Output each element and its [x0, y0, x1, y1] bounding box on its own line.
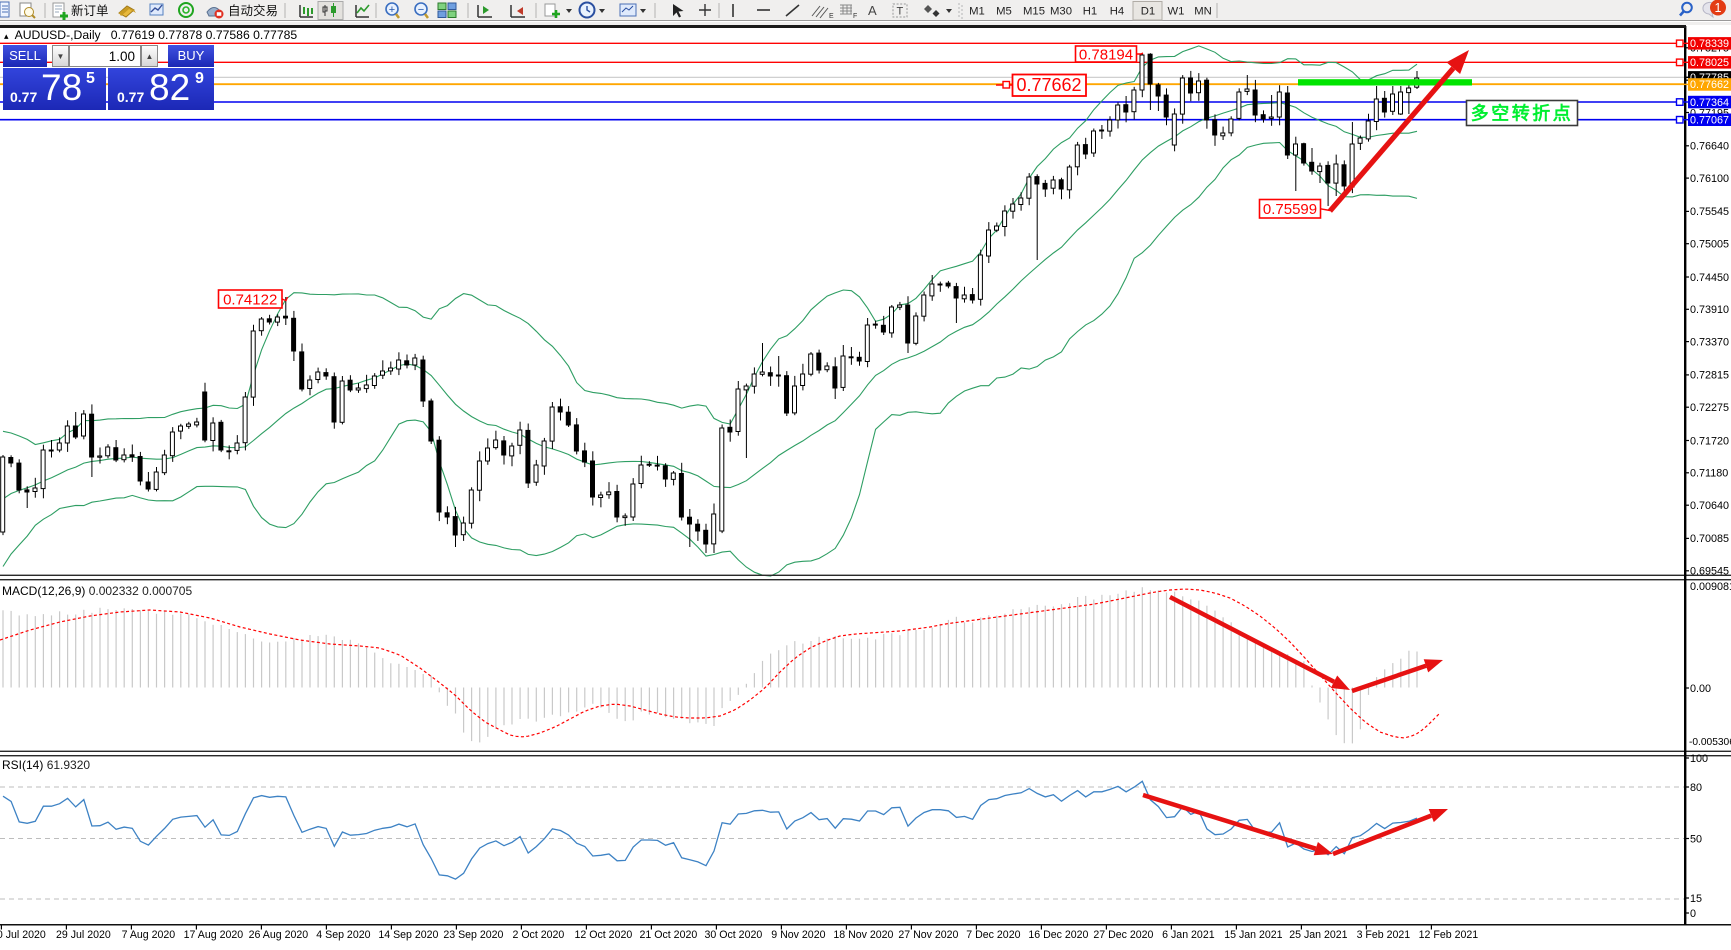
svg-text:12 Feb 2021: 12 Feb 2021: [1419, 929, 1479, 941]
svg-text:0.00: 0.00: [1690, 683, 1711, 695]
svg-text:0.77067: 0.77067: [1690, 115, 1729, 127]
svg-text:27 Nov 2020: 27 Nov 2020: [898, 929, 958, 941]
svg-text:100: 100: [1690, 753, 1708, 765]
svg-text:0.73910: 0.73910: [1690, 304, 1729, 316]
svg-text:16 Dec 2020: 16 Dec 2020: [1028, 929, 1088, 941]
svg-text:新订单: 新订单: [71, 3, 109, 18]
svg-text:-0.005306: -0.005306: [1689, 737, 1731, 748]
svg-text:F: F: [853, 13, 857, 20]
svg-text:0.77662: 0.77662: [1016, 75, 1081, 95]
svg-text:4 Sep 2020: 4 Sep 2020: [316, 929, 370, 941]
svg-text:3 Feb 2021: 3 Feb 2021: [1357, 929, 1411, 941]
svg-text:A: A: [868, 3, 877, 18]
svg-text:0.71720: 0.71720: [1690, 435, 1729, 447]
svg-text:18 Nov 2020: 18 Nov 2020: [833, 929, 893, 941]
svg-text:27 Dec 2020: 27 Dec 2020: [1093, 929, 1153, 941]
svg-text:0.78194: 0.78194: [1079, 46, 1133, 63]
svg-text:D1: D1: [1141, 6, 1155, 18]
svg-text:30 Oct 2020: 30 Oct 2020: [705, 929, 763, 941]
svg-text:9 Nov 2020: 9 Nov 2020: [771, 929, 825, 941]
svg-text:0.74450: 0.74450: [1690, 272, 1729, 284]
svg-text:0.72815: 0.72815: [1690, 370, 1729, 382]
svg-text:M15: M15: [1023, 6, 1045, 18]
svg-text:0.77662: 0.77662: [1690, 79, 1729, 91]
svg-text:80: 80: [1690, 782, 1702, 794]
svg-text:26 Aug 2020: 26 Aug 2020: [249, 929, 309, 941]
svg-text:MN: MN: [1194, 6, 1212, 18]
svg-text:0.70640: 0.70640: [1690, 500, 1729, 512]
svg-text:0.78025: 0.78025: [1690, 57, 1729, 69]
svg-text:6 Jan 2021: 6 Jan 2021: [1162, 929, 1215, 941]
svg-text:M1: M1: [969, 6, 985, 18]
svg-text:25 Jan 2021: 25 Jan 2021: [1289, 929, 1347, 941]
svg-text:0.76640: 0.76640: [1690, 141, 1729, 153]
svg-text:2 Oct 2020: 2 Oct 2020: [512, 929, 564, 941]
svg-text:0.75599: 0.75599: [1263, 201, 1317, 218]
svg-text:20 Jul 2020: 20 Jul 2020: [0, 929, 46, 941]
svg-text:23 Sep 2020: 23 Sep 2020: [443, 929, 503, 941]
svg-text:0.71180: 0.71180: [1690, 468, 1728, 480]
svg-text:H1: H1: [1083, 6, 1097, 18]
svg-text:M5: M5: [996, 6, 1012, 18]
svg-text:+: +: [389, 4, 395, 16]
svg-text:W1: W1: [1168, 6, 1185, 18]
svg-text:0.72275: 0.72275: [1690, 402, 1729, 414]
svg-text:0.75005: 0.75005: [1690, 239, 1729, 251]
svg-text:0.009081: 0.009081: [1690, 581, 1731, 593]
svg-text:14 Sep 2020: 14 Sep 2020: [378, 929, 438, 941]
svg-text:0.70085: 0.70085: [1690, 533, 1729, 545]
svg-text:0.69545: 0.69545: [1690, 566, 1729, 578]
svg-text:17 Aug 2020: 17 Aug 2020: [184, 929, 244, 941]
svg-text:T: T: [897, 6, 904, 18]
svg-text:−: −: [418, 4, 424, 16]
svg-text:多空转折点: 多空转折点: [1471, 103, 1574, 124]
svg-text:0.73370: 0.73370: [1690, 336, 1729, 348]
svg-text:0.78339: 0.78339: [1690, 38, 1729, 50]
svg-text:0.74122: 0.74122: [223, 291, 277, 308]
svg-text:15: 15: [1690, 893, 1702, 905]
svg-text:29 Jul 2020: 29 Jul 2020: [56, 929, 111, 941]
svg-text:7 Dec 2020: 7 Dec 2020: [966, 929, 1020, 941]
svg-text:自动交易: 自动交易: [228, 3, 278, 18]
svg-text:7 Aug 2020: 7 Aug 2020: [122, 929, 176, 941]
svg-text:1: 1: [1715, 1, 1722, 15]
svg-text:0: 0: [1690, 908, 1696, 920]
svg-text:M30: M30: [1050, 6, 1072, 18]
svg-text:21 Oct 2020: 21 Oct 2020: [640, 929, 698, 941]
svg-text:12 Oct 2020: 12 Oct 2020: [575, 929, 633, 941]
svg-text:H4: H4: [1110, 6, 1124, 18]
svg-text:0.76100: 0.76100: [1690, 173, 1729, 185]
svg-text:E: E: [829, 13, 834, 20]
svg-text:50: 50: [1690, 834, 1702, 846]
svg-text:15 Jan 2021: 15 Jan 2021: [1224, 929, 1282, 941]
svg-text:0.77364: 0.77364: [1690, 97, 1729, 109]
svg-text:0.75545: 0.75545: [1690, 206, 1729, 218]
